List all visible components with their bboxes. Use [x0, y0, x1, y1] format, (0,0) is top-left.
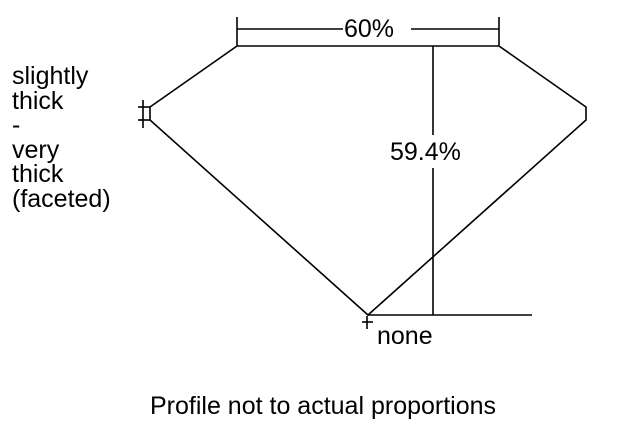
- profile-outline: [149, 45, 587, 317]
- caption: Profile not to actual proportions: [150, 392, 497, 420]
- girdle-label-line: thick: [12, 86, 64, 115]
- depth-percentage-label: 59.4%: [390, 138, 461, 166]
- girdle-label-line: (faceted): [12, 184, 111, 213]
- girdle-label-line: thick: [12, 160, 64, 188]
- culet-label: none: [377, 322, 433, 350]
- girdle-label-line: -: [12, 111, 21, 139]
- girdle-label-line: slightly: [12, 62, 89, 90]
- table-percentage-label: 60%: [344, 15, 395, 43]
- girdle-label: slightly thick - very thick (faceted): [12, 64, 111, 211]
- girdle-label-line: very: [12, 135, 60, 164]
